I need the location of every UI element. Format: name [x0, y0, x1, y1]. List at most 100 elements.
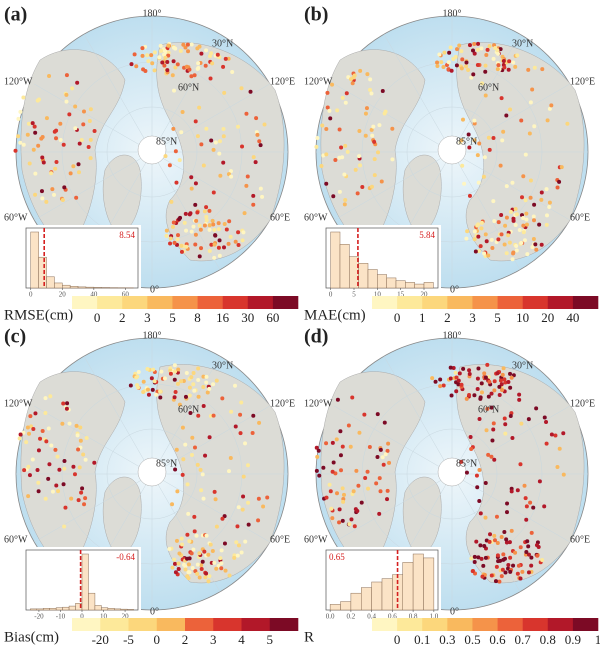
station: [511, 60, 516, 65]
station: [467, 372, 472, 377]
station: [64, 73, 69, 78]
station: [53, 447, 58, 452]
map-label: 30°N: [212, 360, 233, 371]
station: [239, 86, 244, 91]
map-label: 120°W: [4, 76, 33, 87]
station: [173, 389, 178, 394]
map-label: 180°: [443, 330, 462, 341]
station: [187, 212, 192, 217]
station: [204, 380, 209, 385]
station: [561, 472, 566, 477]
station: [208, 76, 213, 81]
station: [504, 537, 509, 542]
station: [476, 180, 481, 185]
station: [44, 116, 49, 121]
station: [26, 494, 31, 499]
station: [172, 240, 177, 245]
station: [379, 179, 384, 184]
station: [369, 127, 374, 132]
station: [537, 222, 542, 227]
station: [232, 555, 237, 560]
station: [241, 494, 246, 499]
station: [504, 184, 509, 189]
station: [532, 202, 537, 207]
histogram-bar: [381, 578, 393, 611]
station: [380, 88, 385, 93]
station: [162, 376, 167, 381]
station: [451, 365, 456, 370]
station: [555, 464, 560, 469]
colorbar-tick-label: 0.6: [489, 632, 506, 647]
station: [501, 552, 506, 557]
station: [233, 239, 238, 244]
station: [61, 142, 66, 147]
station: [522, 483, 527, 488]
station: [501, 557, 506, 562]
station: [509, 375, 514, 380]
station: [531, 505, 536, 510]
map-label: 180°: [143, 8, 162, 19]
station: [356, 483, 361, 488]
station: [464, 396, 469, 401]
station: [64, 99, 69, 104]
station: [212, 227, 217, 232]
station: [495, 67, 500, 72]
station: [18, 432, 23, 437]
station: [75, 80, 80, 85]
station: [253, 160, 258, 165]
station: [383, 452, 388, 457]
station: [47, 73, 52, 78]
station: [43, 496, 48, 501]
station: [250, 430, 255, 435]
station: [170, 565, 175, 570]
colorbar-segment: [128, 618, 158, 631]
histogram-bar: [126, 609, 134, 611]
station: [241, 474, 246, 479]
station: [141, 67, 146, 72]
station: [206, 579, 211, 584]
station: [163, 55, 168, 60]
station: [454, 63, 459, 68]
station: [83, 496, 88, 501]
station: [352, 73, 357, 78]
station: [22, 468, 27, 473]
station: [511, 216, 516, 221]
colorbar-segment: [185, 618, 214, 631]
station: [490, 438, 495, 443]
land: [456, 364, 585, 584]
station: [187, 67, 192, 72]
station: [526, 570, 531, 575]
station: [441, 64, 446, 69]
station: [340, 486, 345, 491]
station: [167, 163, 172, 168]
colorbar-segment: [197, 296, 223, 309]
station: [495, 540, 500, 545]
station: [50, 489, 55, 494]
station: [64, 92, 69, 97]
station: [470, 569, 475, 574]
station: [197, 254, 202, 259]
colorbar-tick-label: 0: [154, 632, 161, 647]
station: [201, 496, 206, 501]
station: [349, 517, 354, 522]
station: [172, 395, 177, 400]
station: [129, 62, 134, 67]
station: [192, 388, 197, 393]
station: [258, 186, 263, 191]
station: [228, 169, 233, 174]
station: [73, 104, 78, 109]
histogram-bar: [88, 592, 96, 611]
station: [257, 139, 262, 144]
station: [472, 42, 477, 47]
station: [244, 183, 249, 188]
station: [159, 369, 164, 374]
station: [173, 65, 178, 70]
station: [204, 533, 209, 538]
station: [483, 555, 488, 560]
station: [508, 209, 513, 214]
station: [202, 223, 207, 228]
station: [519, 240, 524, 245]
station: [223, 56, 228, 61]
station: [36, 143, 41, 148]
